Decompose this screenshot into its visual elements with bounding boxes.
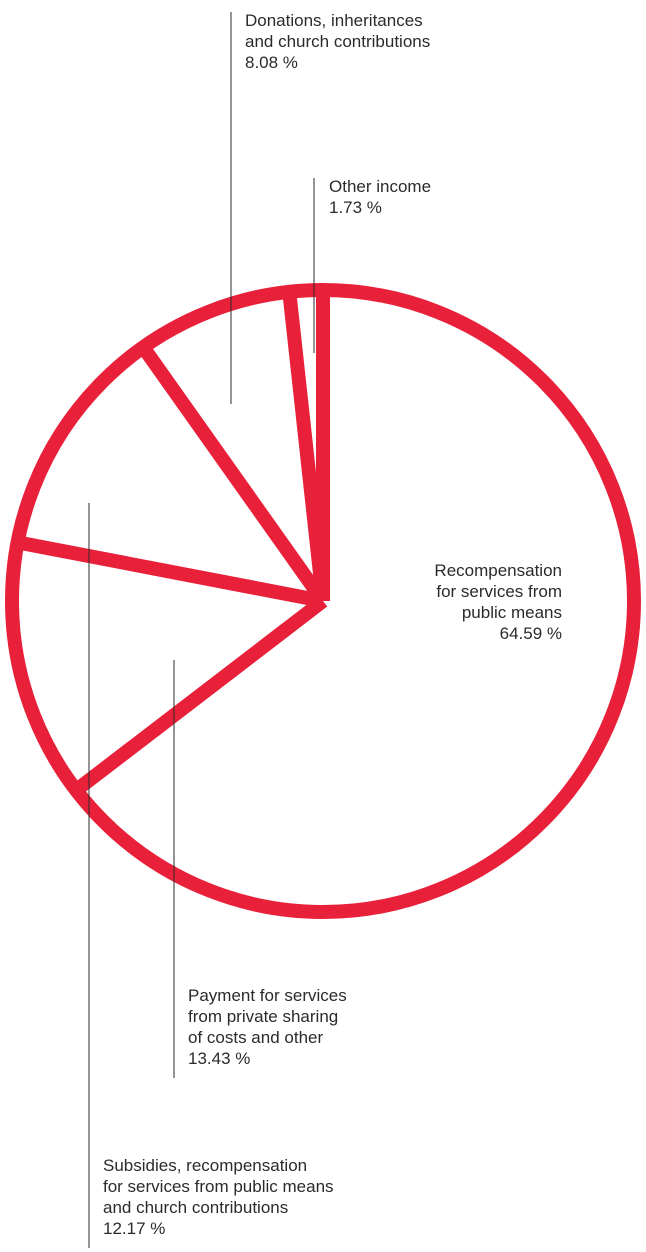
slice-value-label: 13.43 % [188, 1049, 251, 1068]
slice-label-line: Other income [329, 177, 432, 196]
slice-label-line: of costs and other [188, 1028, 324, 1047]
slice-label-line: Recompensation [434, 561, 562, 580]
slice-label-line: and church contributions [245, 32, 431, 51]
slice-label-line: for services from [436, 582, 562, 601]
slice-label-payment-private: Payment for services from private sharin… [188, 985, 347, 1069]
pie-slice-divider [282, 291, 330, 602]
slice-value-label: 64.59 % [499, 624, 562, 643]
pie-slice-divider [71, 595, 328, 796]
slice-label-line: and church contributions [103, 1198, 289, 1217]
slice-label-line: Subsidies, recompensation [103, 1156, 308, 1175]
slice-label-subsidies: Subsidies, recompensation for services f… [103, 1155, 334, 1239]
slice-value-label: 8.08 % [245, 53, 298, 72]
slice-label-line: Donations, inheritances [245, 11, 423, 30]
slice-label-line: Payment for services [188, 986, 347, 1005]
slice-label-line: from private sharing [188, 1007, 339, 1026]
slice-value-label: 12.17 % [103, 1219, 166, 1238]
slice-label-other-income: Other income 1.73 % [329, 176, 431, 218]
slice-label-donations: Donations, inheritances and church contr… [245, 10, 430, 73]
slice-value-label: 1.73 % [329, 198, 382, 217]
slice-label-line: public means [461, 603, 562, 622]
pie-slice-divider [137, 343, 329, 606]
slice-label-recompensation-public: Recompensation for services from public … [434, 560, 562, 644]
slice-label-line: for services from public means [103, 1177, 334, 1196]
pie-slice-divider [16, 535, 325, 608]
